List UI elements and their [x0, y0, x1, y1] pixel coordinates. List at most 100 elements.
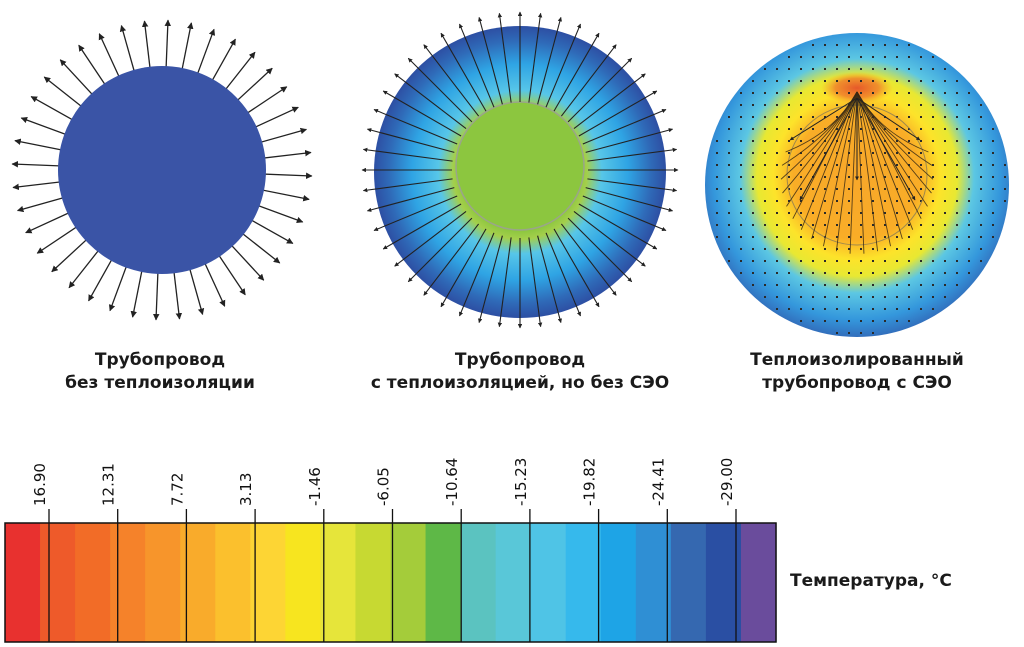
flux-dot [884, 92, 886, 94]
flux-dot [872, 92, 874, 94]
flux-dot [716, 236, 718, 238]
flux-dot [908, 284, 910, 286]
flux-dot [740, 104, 742, 106]
flux-dot [956, 200, 958, 202]
flux-dot [884, 212, 886, 214]
flux-arrow [366, 187, 455, 212]
flux-dot [968, 188, 970, 190]
flux-field-dots [716, 44, 1006, 334]
flux-dot [812, 248, 814, 250]
flux-arrow [573, 73, 646, 130]
flux-dot [776, 212, 778, 214]
flux-arrow [789, 97, 858, 141]
scale-tick-label: -1.46 [306, 467, 324, 506]
flux-dot [956, 176, 958, 178]
flux-dot [764, 152, 766, 154]
flux-dot [848, 80, 850, 82]
flux-dot [800, 296, 802, 298]
flux-dot [752, 140, 754, 142]
flux-dot [920, 68, 922, 70]
flux-dot [968, 248, 970, 250]
flux-dot [728, 212, 730, 214]
flux-dot [824, 200, 826, 202]
flux-dot [728, 224, 730, 226]
flux-dot [920, 296, 922, 298]
flux-dot [824, 68, 826, 70]
flux-dot [776, 260, 778, 262]
flux-line [856, 91, 914, 230]
flux-dot [944, 152, 946, 154]
flux-dot [932, 260, 934, 262]
flux-arrow [362, 178, 453, 193]
flux-dot [872, 128, 874, 130]
flux-dot [788, 128, 790, 130]
flux-dot [836, 56, 838, 58]
flux-dot [884, 320, 886, 322]
flux-line [856, 91, 865, 254]
flux-arrow [567, 217, 633, 283]
flux-dot [800, 68, 802, 70]
flux-arrow [478, 235, 503, 324]
scale-band [425, 523, 462, 642]
flux-dot [908, 308, 910, 310]
flux-dot [728, 248, 730, 250]
flux-dot [932, 116, 934, 118]
scale-band [390, 523, 427, 642]
flux-dot [920, 188, 922, 190]
flux-dot [752, 284, 754, 286]
flux-dot [788, 236, 790, 238]
flux-dot [788, 272, 790, 274]
flux-dot [752, 272, 754, 274]
flux-dot [836, 272, 838, 274]
flux-arrow [407, 57, 473, 123]
flux-arrow [573, 210, 646, 267]
flux-dot [896, 92, 898, 94]
flux-dot [896, 284, 898, 286]
flux-dot [884, 56, 886, 58]
flux-dot [1004, 200, 1006, 202]
flux-dot [824, 308, 826, 310]
flux-dot [788, 68, 790, 70]
flux-dot [956, 116, 958, 118]
flux-dot [896, 140, 898, 142]
flux-dot [824, 188, 826, 190]
scale-band [215, 523, 251, 642]
flux-dot [788, 116, 790, 118]
flux-dot [944, 140, 946, 142]
flux-dot [884, 200, 886, 202]
scale-band [460, 523, 497, 642]
flux-dot [824, 176, 826, 178]
flux-dot [764, 284, 766, 286]
flux-dot [836, 260, 838, 262]
flux-arrow [373, 109, 458, 145]
flux-dot [1004, 188, 1006, 190]
flux-dot [872, 80, 874, 82]
scale-bands [5, 523, 777, 642]
scale-band [5, 523, 41, 642]
panel-no-insulation [11, 19, 313, 321]
flux-dot [896, 68, 898, 70]
flux-dot [716, 212, 718, 214]
scale-tick-label: 3.13 [237, 473, 255, 506]
flux-dot [716, 140, 718, 142]
scale-band [285, 523, 322, 642]
flux-dot [920, 140, 922, 142]
flux-dot [1004, 176, 1006, 178]
flux-dot [872, 164, 874, 166]
flux-dot [932, 164, 934, 166]
flux-dot [872, 284, 874, 286]
flux-dot [740, 188, 742, 190]
flux-dot [788, 80, 790, 82]
flux-dot [884, 152, 886, 154]
flux-dot [764, 68, 766, 70]
flux-dot [800, 200, 802, 202]
flux-dot [848, 320, 850, 322]
flux-dot [956, 104, 958, 106]
flux-dot [932, 128, 934, 130]
flux-dot [812, 284, 814, 286]
flux-dot [800, 308, 802, 310]
flux-dot [992, 212, 994, 214]
flux-dot [932, 56, 934, 58]
flux-dot [764, 260, 766, 262]
